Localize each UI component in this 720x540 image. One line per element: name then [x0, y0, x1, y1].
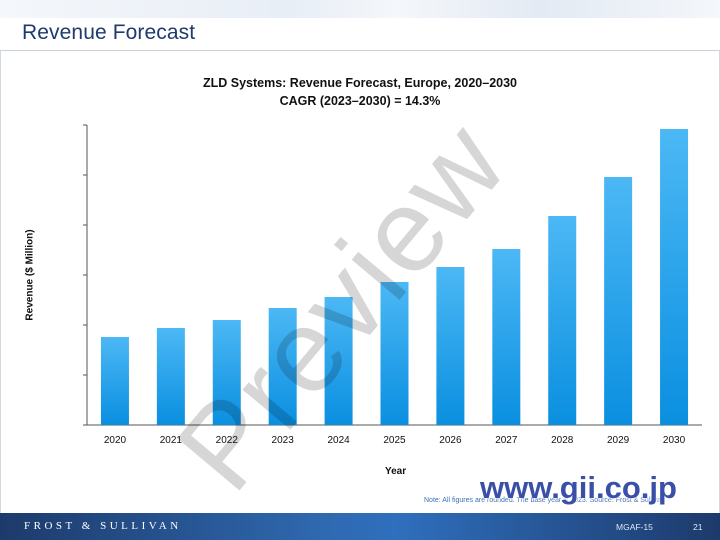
chart-title: ZLD Systems: Revenue Forecast, Europe, 2…	[202, 76, 518, 90]
x-tick-label: 2026	[439, 435, 462, 446]
bar-2027	[492, 249, 521, 425]
x-tick-label: 2027	[495, 435, 518, 446]
bar-2030	[660, 129, 689, 425]
x-tick-label: 2021	[160, 435, 183, 446]
x-axis-label: Year	[385, 466, 407, 477]
bar-2020	[100, 337, 129, 425]
x-tick-label: 2022	[216, 435, 239, 446]
x-tick-label: 2023	[272, 435, 295, 446]
bar-2024	[324, 297, 353, 425]
bar-2023	[268, 308, 297, 425]
bar-2025	[380, 282, 409, 425]
x-tick-label: 2028	[551, 435, 574, 446]
x-tick-label: 2030	[663, 435, 686, 446]
footer-page-number: 21	[693, 522, 703, 532]
site-watermark: www.gii.co.jp	[480, 470, 677, 505]
x-tick-label: 2020	[104, 435, 127, 446]
x-tick-label: 2029	[607, 435, 630, 446]
bar-2028	[548, 216, 577, 425]
footer-bar: FROST & SULLIVAN MGAF-15 21	[0, 513, 720, 540]
bar-2029	[604, 177, 633, 425]
chart-subtitle: CAGR (2023–2030) = 14.3%	[279, 94, 441, 108]
x-tick-label: 2025	[383, 435, 406, 446]
footer-brand-logo: FROST & SULLIVAN	[24, 520, 182, 532]
content-frame	[0, 50, 720, 514]
page-title: Revenue Forecast	[22, 21, 196, 44]
footer-report-code: MGAF-15	[616, 522, 653, 532]
top-banner	[0, 0, 720, 18]
bar-2022	[212, 320, 241, 425]
y-axis-label: Revenue ($ Million)	[24, 229, 36, 321]
x-tick-label: 2024	[327, 435, 350, 446]
bar-2021	[156, 328, 185, 425]
bar-2026	[436, 267, 465, 425]
source-note: Note: All figures are rounded. The base …	[424, 497, 665, 504]
